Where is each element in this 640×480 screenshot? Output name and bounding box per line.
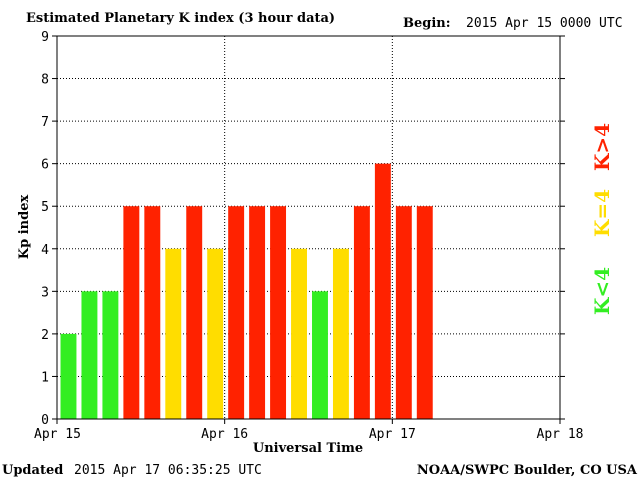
kp-bar (123, 206, 140, 419)
kp-bar (374, 163, 391, 419)
y-axis-label: Kp index (17, 195, 32, 260)
bars-layer (60, 163, 433, 419)
x-axis: Apr 15 Apr 16 Apr 17 Apr 18 (34, 419, 583, 442)
kp-bar (291, 248, 307, 419)
y-axis: 0 1 2 3 4 5 6 7 8 9 (41, 30, 565, 428)
x-tick-label: Apr 15 (34, 427, 81, 442)
x-tick-label: Apr 16 (201, 427, 248, 442)
plot-frame (56, 35, 561, 420)
begin-label: Begin: (403, 16, 451, 31)
kp-bar (270, 206, 287, 419)
y-tick-label: 6 (41, 158, 49, 173)
kp-bar (312, 291, 328, 419)
kp-bar (353, 206, 370, 419)
y-tick-label: 3 (41, 285, 49, 300)
kp-bar (81, 291, 98, 419)
kp-bar (395, 206, 412, 419)
y-tick-label: 5 (41, 200, 49, 215)
x-axis-label: Universal Time (253, 441, 363, 456)
y-tick-label: 8 (41, 73, 49, 88)
kp-bar (186, 206, 203, 419)
begin-date: 2015 Apr 15 0000 UTC (466, 16, 623, 31)
kp-bar (144, 206, 161, 419)
kp-bar (249, 206, 266, 419)
kp-bar (228, 206, 245, 419)
y-tick-label: 7 (41, 115, 49, 130)
x-tick-label: Apr 17 (369, 427, 416, 442)
kp-bar (165, 248, 182, 419)
kp-bar (416, 206, 433, 419)
grid-lines (57, 36, 560, 419)
y-tick-label: 0 (41, 413, 49, 428)
updated-label: Updated (2, 463, 63, 478)
legend-k-equal-4: K=4 (590, 189, 614, 237)
chart-title: Estimated Planetary K index (3 hour data… (26, 11, 335, 26)
kp-bar (60, 333, 77, 419)
source-credit: NOAA/SWPC Boulder, CO USA (417, 463, 638, 478)
y-tick-label: 1 (41, 370, 49, 385)
x-tick-label: Apr 18 (537, 427, 584, 442)
kp-bar (332, 248, 349, 419)
y-tick-label: 2 (41, 328, 49, 343)
y-tick-label: 4 (41, 243, 49, 258)
updated-timestamp: 2015 Apr 17 06:35:25 UTC (74, 463, 262, 478)
y-tick-label: 9 (41, 30, 49, 45)
legend-k-greater-4: K>4 (590, 123, 614, 171)
kp-bar (102, 291, 119, 419)
kp-bar (207, 248, 224, 419)
legend-k-less-4: K<4 (590, 267, 614, 315)
